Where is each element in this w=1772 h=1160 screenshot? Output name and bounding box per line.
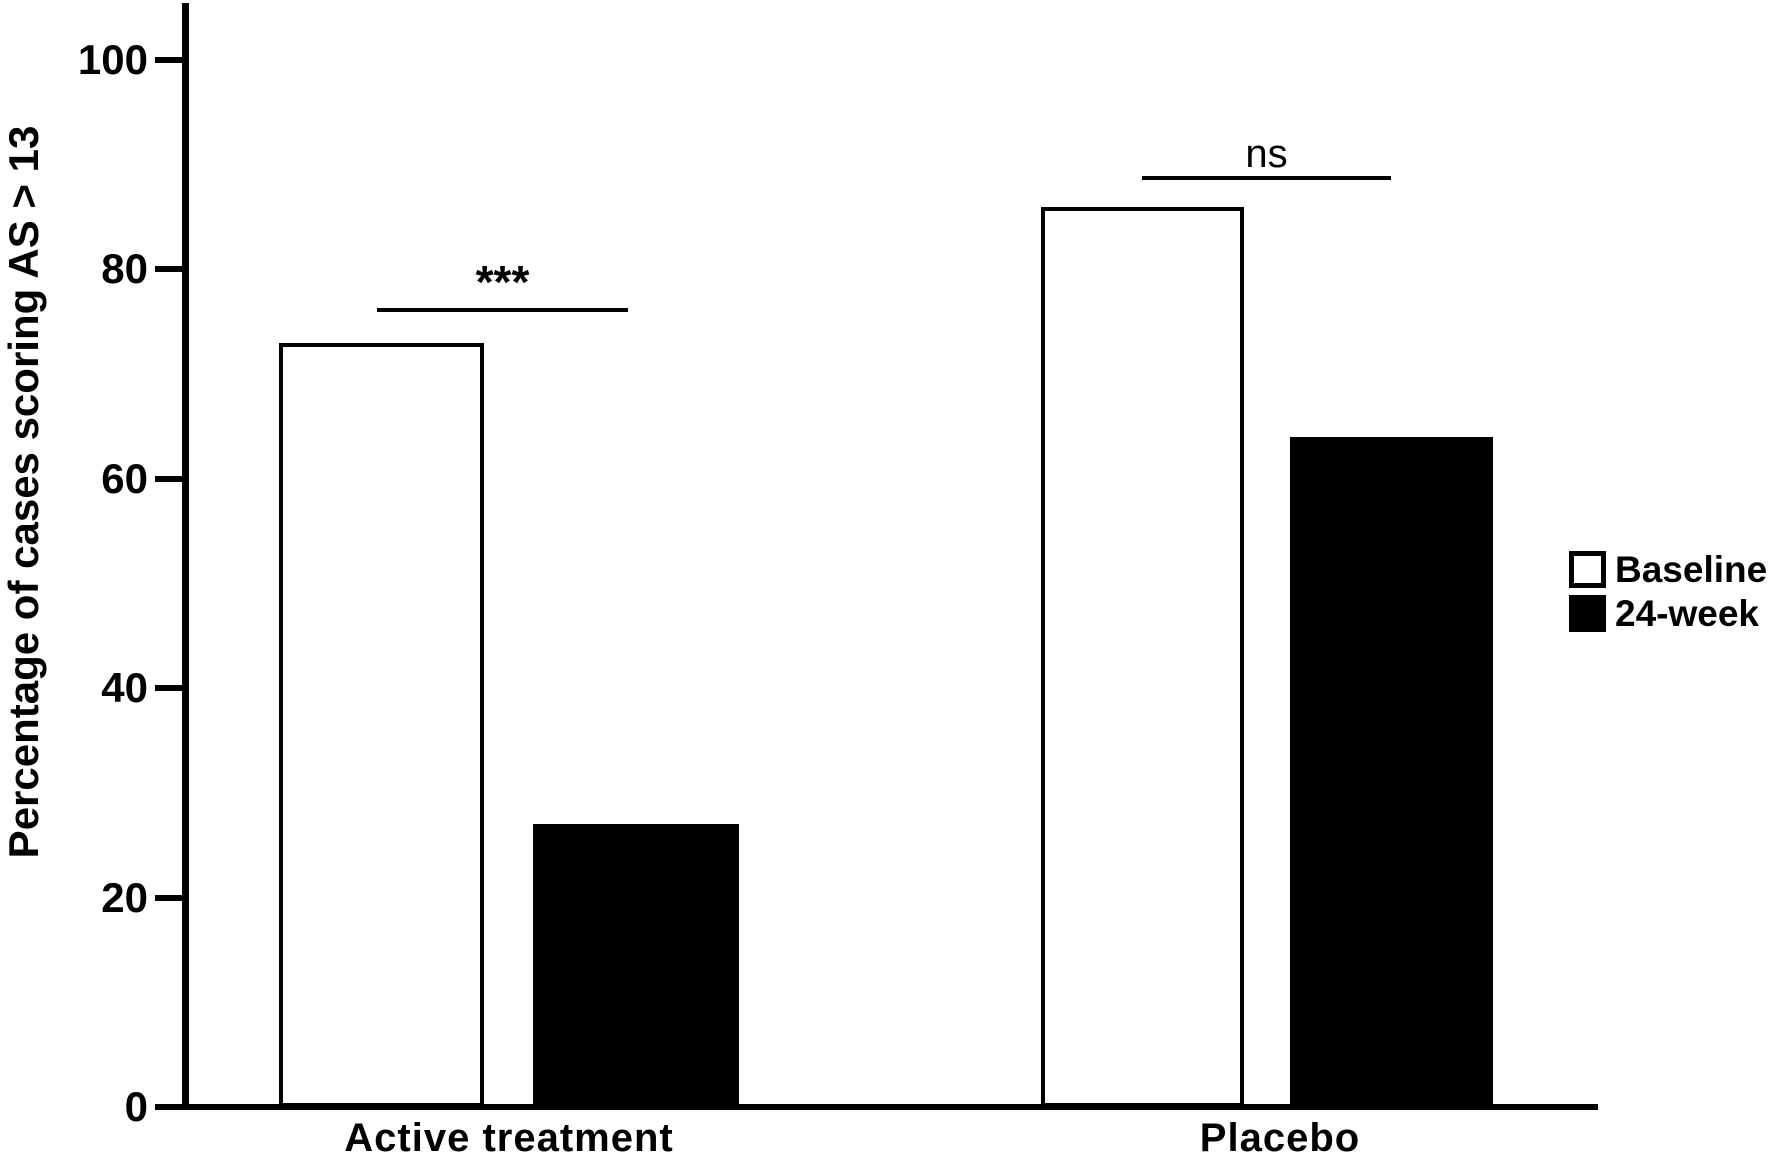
significance-label-active-treatment: *** — [475, 256, 530, 308]
legend-item-24week: 24-week — [1569, 593, 1767, 633]
legend-item-baseline: Baseline — [1569, 549, 1767, 589]
significance-line-active-treatment — [377, 308, 628, 312]
legend: Baseline 24-week — [1569, 549, 1767, 637]
y-tick-label: 0 — [124, 1083, 148, 1130]
category-label-placebo: Placebo — [1199, 1116, 1361, 1160]
y-tick — [155, 57, 183, 63]
y-tick — [155, 685, 183, 692]
legend-label-baseline: Baseline — [1615, 548, 1768, 590]
bar-active-treatment-baseline — [279, 343, 484, 1107]
y-tick — [155, 894, 183, 901]
y-tick — [155, 475, 183, 482]
category-label-active-treatment: Active treatment — [344, 1116, 674, 1160]
y-tick — [155, 266, 183, 273]
bar-placebo-24week — [1290, 437, 1493, 1107]
legend-swatch-24week — [1569, 594, 1606, 632]
legend-label-24week: 24-week — [1615, 592, 1759, 634]
bar-placebo-baseline — [1041, 207, 1244, 1107]
bar-active-treatment-24week — [533, 824, 739, 1107]
y-tick-label: 20 — [101, 873, 148, 921]
y-tick-label: 100 — [77, 36, 148, 83]
significance-bracket-placebo: ns — [1142, 132, 1391, 180]
significance-line-placebo — [1142, 176, 1391, 180]
y-tick — [155, 1104, 183, 1110]
x-axis-spine — [182, 1104, 1598, 1110]
y-axis-spine — [182, 3, 189, 1110]
significance-label-placebo: ns — [1245, 132, 1288, 176]
significance-bracket-active-treatment: *** — [377, 256, 628, 312]
y-axis-title: Percentage of cases scoring AS > 13 — [0, 125, 47, 859]
legend-swatch-baseline — [1569, 550, 1606, 588]
